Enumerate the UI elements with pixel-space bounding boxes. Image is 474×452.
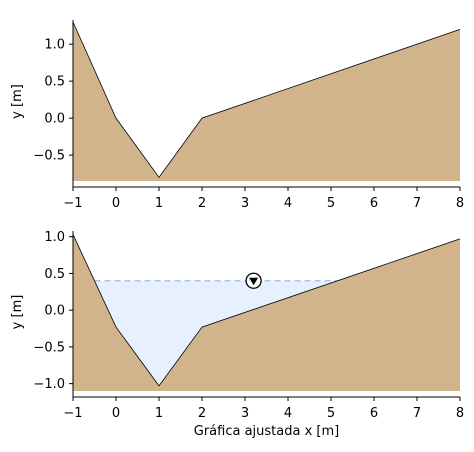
x-tick-label: 1 bbox=[155, 406, 163, 421]
y-tick-label: 1.0 bbox=[44, 230, 65, 245]
x-tick-label: 5 bbox=[327, 196, 335, 211]
x-tick-label: 1 bbox=[155, 196, 163, 211]
terrain-line bbox=[72, 234, 461, 387]
y-tick-label: −0.5 bbox=[33, 149, 65, 164]
y-axis-label: y [m] bbox=[10, 84, 25, 119]
y-tick-label: −0.5 bbox=[33, 340, 65, 355]
terrain-area bbox=[73, 22, 460, 181]
x-tick-label: 7 bbox=[413, 406, 421, 421]
y-tick-label: 0.5 bbox=[44, 75, 65, 90]
x-tick-label: 5 bbox=[327, 406, 335, 421]
x-tick-label: 8 bbox=[456, 406, 464, 421]
x-tick-label: 6 bbox=[370, 196, 378, 211]
top-panel: −1 0 1 2 3 4 5 6 7 8 −0.5 0.0 0.5 1.0 y [m] bbox=[10, 20, 464, 211]
x-tick-label: −1 bbox=[63, 406, 82, 421]
x-tick-label: −1 bbox=[63, 196, 82, 211]
x-tick-label: 2 bbox=[198, 196, 206, 211]
x-tick-label: 3 bbox=[241, 196, 249, 211]
water-area bbox=[94, 280, 338, 386]
bottom-panel: −1 0 1 2 3 4 5 6 7 8 −1.0 −0.5 0.0 0.5 1.0 y [m] Gráfica… bbox=[10, 230, 464, 439]
water-level-triangle bbox=[249, 277, 259, 286]
y-tick-label: 1.0 bbox=[44, 38, 65, 53]
x-tick-label: 0 bbox=[112, 196, 120, 211]
x-tick-label: 2 bbox=[198, 406, 206, 421]
y-tick-label: 0.0 bbox=[44, 112, 65, 127]
terrain-line bbox=[72, 21, 461, 178]
y-axis-label: y [m] bbox=[10, 295, 25, 330]
x-tick-label: 6 bbox=[370, 406, 378, 421]
y-tick-label: −1.0 bbox=[33, 377, 65, 392]
x-tick-label: 0 bbox=[112, 406, 120, 421]
x-axis-label: Gráfica ajustada x [m] bbox=[194, 424, 339, 439]
x-tick-label: 3 bbox=[241, 406, 249, 421]
x-tick-label: 4 bbox=[284, 196, 292, 211]
x-tick-label: 7 bbox=[413, 196, 421, 211]
x-tick-label: 4 bbox=[284, 406, 292, 421]
terrain-area bbox=[73, 234, 460, 391]
water-level-triangle-icon bbox=[245, 272, 262, 289]
y-tick-label: 0.5 bbox=[44, 267, 65, 282]
y-tick-label: 0.0 bbox=[44, 304, 65, 319]
x-tick-label: 8 bbox=[456, 196, 464, 211]
